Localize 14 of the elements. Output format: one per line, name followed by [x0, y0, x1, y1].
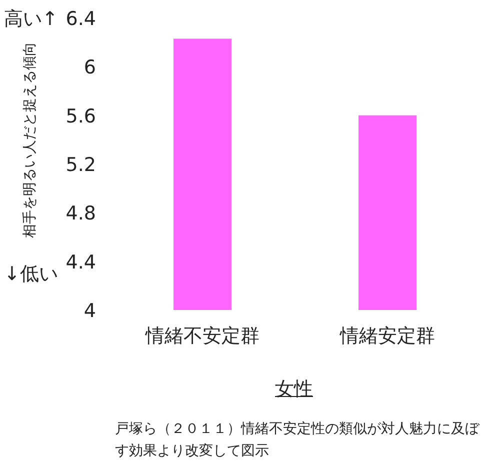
x-tick-label: 情緒安定群 — [339, 325, 435, 347]
text: 高い↑ — [4, 7, 58, 32]
y-tick-label: 4.4 — [66, 251, 96, 274]
y-tick-label: 4 — [84, 300, 96, 322]
y-tick-label: 4.8 — [66, 202, 96, 225]
y-tick-label: 5.2 — [66, 154, 96, 176]
text: 戸塚ら（２０１１）情緒不安定性の類似が対人魅力に及ぼす効果より改変して図示 — [115, 420, 481, 461]
y-axis-title: 相手を明るい人だと捉える傾向 — [22, 42, 38, 238]
y-tick-label: 6.4 — [66, 8, 96, 30]
y-tick-label: 5.6 — [66, 105, 96, 128]
x-tick-label: 情緒不安定群 — [144, 325, 260, 347]
text: ↓低い — [4, 262, 59, 286]
y-tick-label: 6 — [84, 56, 96, 79]
x-axis-title: 女性 — [274, 377, 314, 402]
